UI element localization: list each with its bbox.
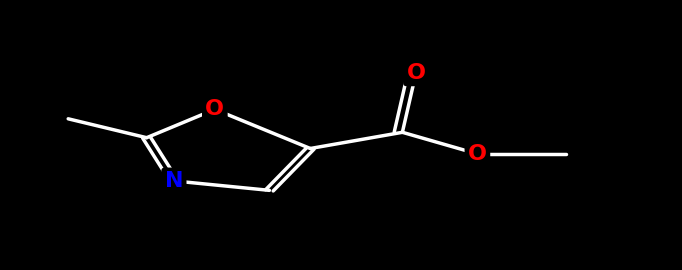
Text: O: O [205,99,224,119]
Text: O: O [406,63,426,83]
Text: N: N [164,171,183,191]
Text: O: O [468,144,487,164]
